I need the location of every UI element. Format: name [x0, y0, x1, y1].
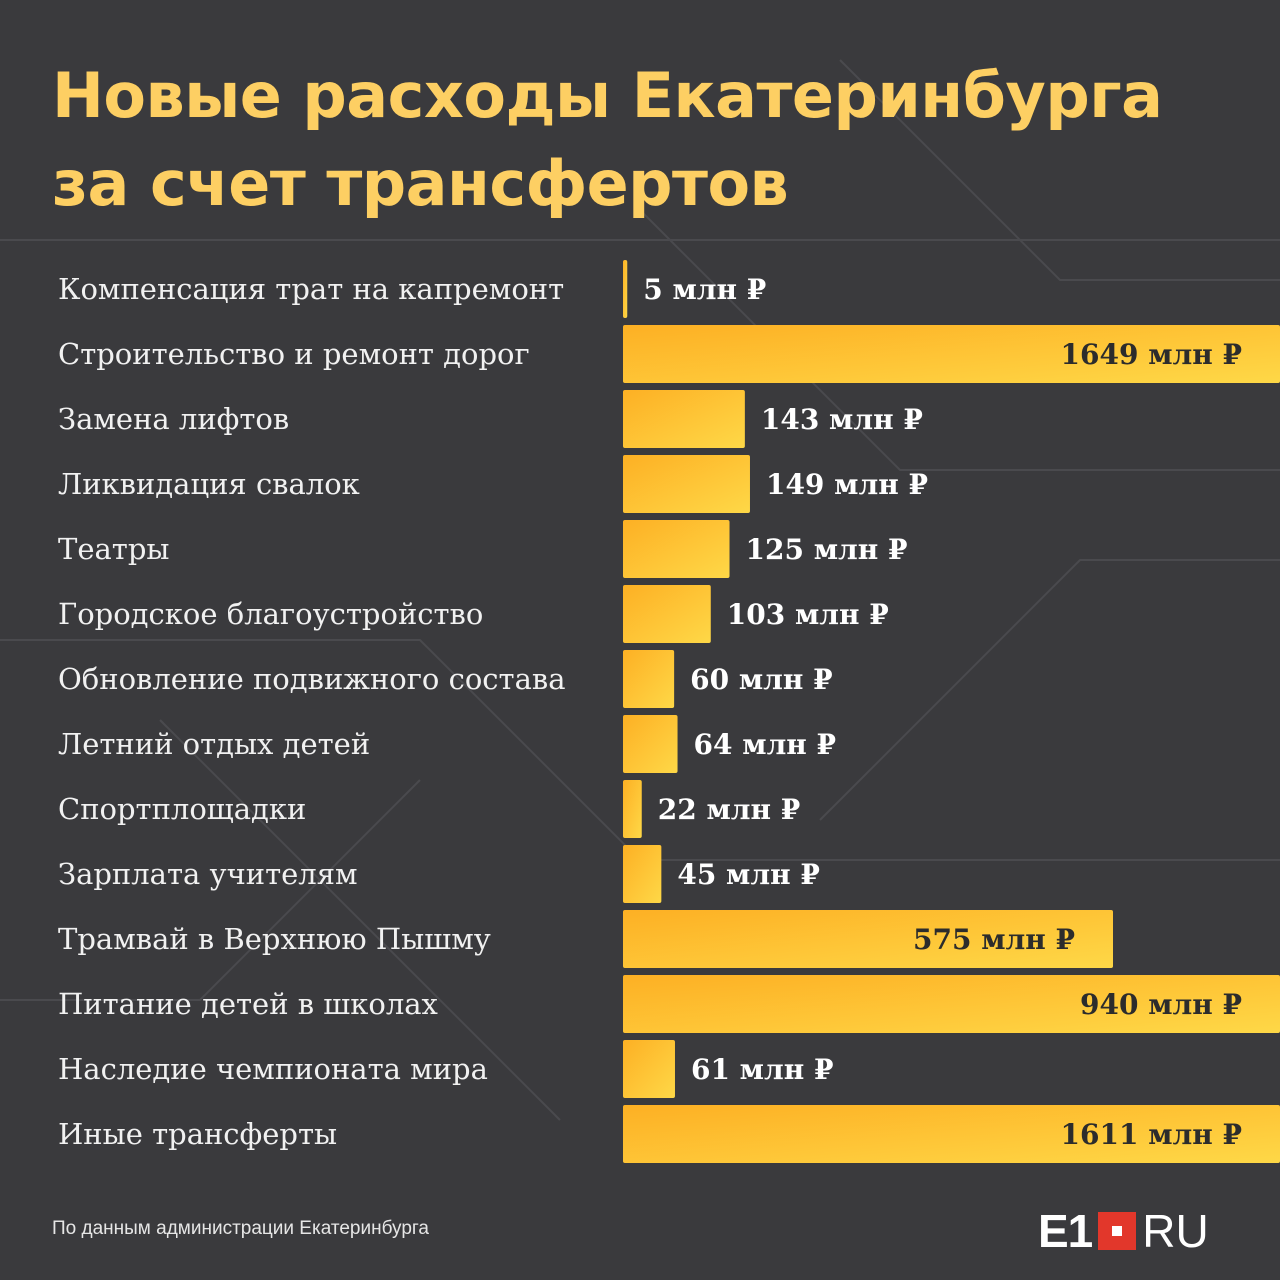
- bar: [623, 650, 675, 708]
- value-label: 1611 млн ₽: [1061, 1118, 1242, 1151]
- value-label: 45 млн ₽: [677, 858, 820, 891]
- logo-square-icon: [1098, 1212, 1137, 1250]
- category-label: Наследие чемпионата мира: [58, 1052, 488, 1086]
- category-label: Ликвидация свалок: [58, 467, 360, 501]
- category-label: Театры: [58, 532, 169, 566]
- category-label: Зарплата учителям: [58, 857, 358, 891]
- logo-e1-text: E1: [1038, 1205, 1093, 1257]
- category-label: Летний отдых детей: [58, 727, 370, 761]
- value-label: 1649 млн ₽: [1061, 338, 1242, 371]
- bar: [623, 715, 678, 773]
- bar: [623, 1105, 1280, 1163]
- category-label: Питание детей в школах: [58, 987, 438, 1021]
- value-label: 125 млн ₽: [746, 533, 908, 566]
- source-note: По данным администрации Екатеринбурга: [52, 1218, 429, 1239]
- bar: [623, 585, 711, 643]
- value-label: 575 млн ₽: [913, 923, 1075, 956]
- value-label: 143 млн ₽: [761, 403, 923, 436]
- value-label: 60 млн ₽: [690, 663, 833, 696]
- category-label: Спортплощадки: [58, 792, 306, 826]
- logo-ru-text: RU: [1142, 1205, 1209, 1257]
- value-label: 940 млн ₽: [1080, 988, 1242, 1021]
- title-line-2: за счет трансфертов: [52, 147, 789, 220]
- category-label: Иные трансферты: [58, 1117, 337, 1151]
- value-label: 64 млн ₽: [694, 728, 837, 761]
- chart-title: Новые расходы Екатеринбурга за счет тран…: [52, 52, 1232, 228]
- title-line-1: Новые расходы Екатеринбурга: [52, 59, 1163, 132]
- bar: [623, 845, 662, 903]
- bar: [623, 325, 1280, 383]
- category-label: Замена лифтов: [58, 402, 289, 436]
- category-label: Компенсация трат на капремонт: [58, 272, 564, 306]
- bar: [623, 1040, 675, 1098]
- value-label: 149 млн ₽: [766, 468, 928, 501]
- bar: [623, 975, 1280, 1033]
- bar: [623, 910, 1113, 968]
- value-label: 103 млн ₽: [727, 598, 889, 631]
- bar: [623, 260, 628, 318]
- category-label: Строительство и ремонт дорог: [58, 337, 530, 371]
- category-label: Трамвай в Верхнюю Пышму: [58, 922, 491, 956]
- value-label: 5 млн ₽: [643, 273, 766, 306]
- category-label: Городское благоустройство: [58, 597, 483, 631]
- value-label: 22 млн ₽: [658, 793, 801, 826]
- value-label: 61 млн ₽: [691, 1053, 834, 1086]
- bar: [623, 520, 730, 578]
- bar: [623, 780, 642, 838]
- e1-logo[interactable]: E1 RU: [1038, 1208, 1209, 1254]
- category-label: Обновление подвижного состава: [58, 662, 566, 696]
- bar: [623, 455, 750, 513]
- bar: [623, 390, 745, 448]
